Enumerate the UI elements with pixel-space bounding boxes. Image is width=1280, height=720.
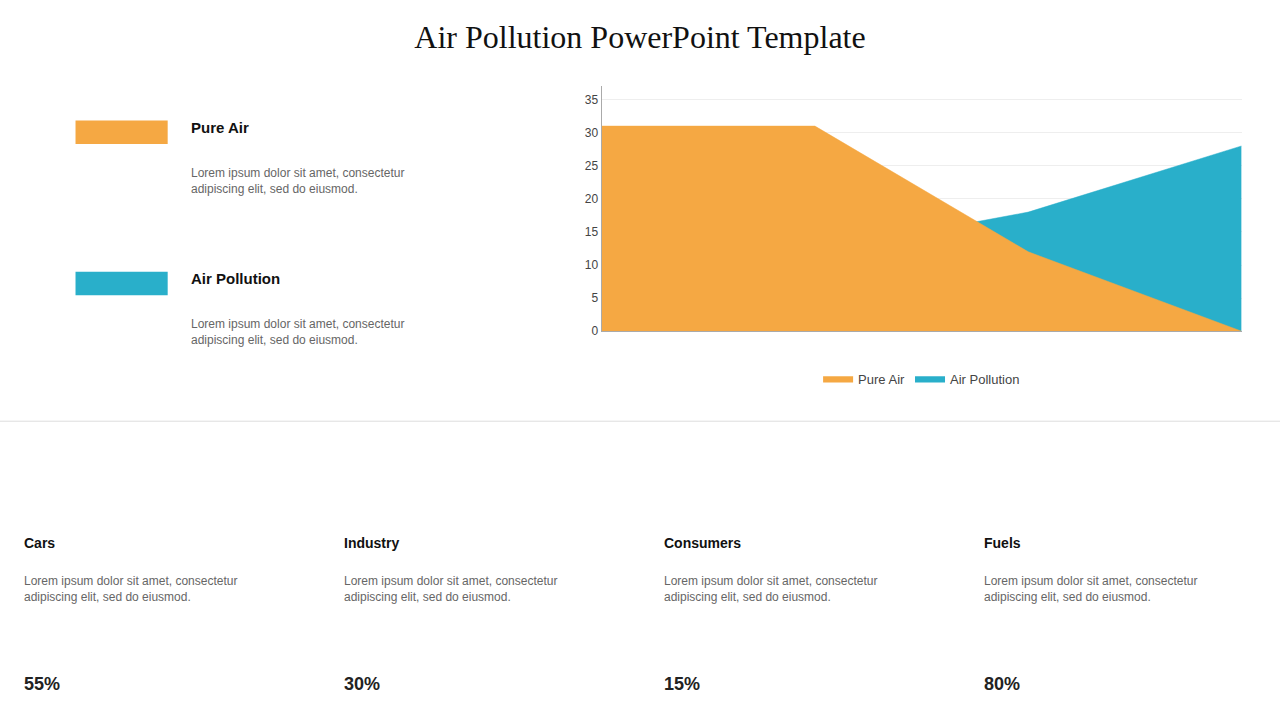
- svg-text:Lorem ipsum dolor sit amet, co: Lorem ipsum dolor sit amet, consectetura…: [984, 574, 1197, 604]
- svg-text:35: 35: [585, 93, 599, 107]
- svg-text:Lorem ipsum dolor sit amet, co: Lorem ipsum dolor sit amet, consectetura…: [191, 317, 404, 347]
- svg-text:Lorem ipsum dolor sit amet, co: Lorem ipsum dolor sit amet, consectetura…: [24, 574, 237, 604]
- svg-text:Cars: Cars: [24, 535, 55, 551]
- svg-text:Consumers: Consumers: [664, 535, 741, 551]
- svg-text:Air Pollution: Air Pollution: [950, 372, 1019, 387]
- svg-text:30%: 30%: [344, 674, 380, 694]
- svg-text:30: 30: [585, 126, 599, 140]
- svg-text:Fuels: Fuels: [984, 535, 1021, 551]
- svg-text:25: 25: [585, 159, 599, 173]
- svg-text:20: 20: [585, 192, 599, 206]
- svg-text:Pure Air: Pure Air: [858, 372, 905, 387]
- svg-text:Pure Air: Pure Air: [191, 119, 249, 136]
- svg-text:Air Pollution: Air Pollution: [191, 270, 280, 287]
- svg-text:Lorem ipsum dolor sit amet, co: Lorem ipsum dolor sit amet, consectetura…: [191, 166, 404, 196]
- svg-text:80%: 80%: [984, 674, 1020, 694]
- svg-text:Lorem ipsum dolor sit amet, co: Lorem ipsum dolor sit amet, consectetura…: [664, 574, 877, 604]
- svg-text:5: 5: [592, 291, 599, 305]
- svg-text:15: 15: [585, 225, 599, 239]
- svg-text:10: 10: [585, 258, 599, 272]
- svg-text:Lorem ipsum dolor sit amet, co: Lorem ipsum dolor sit amet, consectetura…: [344, 574, 557, 604]
- svg-text:Air Pollution PowerPoint Templ: Air Pollution PowerPoint Template: [414, 19, 865, 55]
- svg-text:55%: 55%: [24, 674, 60, 694]
- svg-text:0: 0: [592, 324, 599, 338]
- svg-text:15%: 15%: [664, 674, 700, 694]
- svg-text:Industry: Industry: [344, 535, 399, 551]
